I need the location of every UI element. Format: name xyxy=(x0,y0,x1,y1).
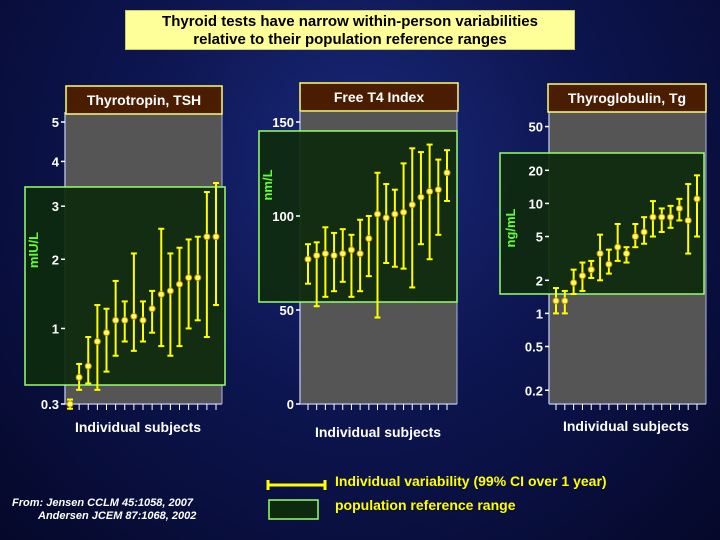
y-tick-label: 0.2 xyxy=(525,383,543,398)
mean-point xyxy=(417,193,425,201)
mean-point xyxy=(640,228,648,236)
mean-point xyxy=(347,246,355,254)
mean-point xyxy=(570,279,578,287)
reference-range-box xyxy=(24,186,226,386)
mean-point xyxy=(605,260,613,268)
mean-point xyxy=(103,329,110,337)
mean-point xyxy=(121,316,129,324)
mean-point xyxy=(75,373,83,381)
mean-point xyxy=(321,250,329,258)
legend-reference-label: population reference range xyxy=(335,497,516,513)
mean-point xyxy=(649,213,657,221)
mean-point xyxy=(658,213,666,221)
mean-point xyxy=(330,251,338,259)
mean-point xyxy=(139,316,147,324)
y-axis-label: mIU/L xyxy=(26,232,41,268)
chart-panel-2 xyxy=(258,82,459,410)
y-tick-label: 20 xyxy=(529,163,543,178)
mean-point xyxy=(112,316,120,324)
y-tick-label: 3 xyxy=(52,199,59,214)
reference-range-box xyxy=(258,130,458,303)
mean-point xyxy=(203,233,211,241)
y-tick-label: 4 xyxy=(52,154,60,169)
mean-point xyxy=(684,216,692,224)
mean-point xyxy=(614,243,622,251)
mean-point xyxy=(561,297,569,305)
y-tick-label: 10 xyxy=(529,196,543,211)
title-line-1: Thyroid tests have narrow within-person … xyxy=(162,13,538,30)
mean-point xyxy=(185,274,193,282)
y-tick-label: 5 xyxy=(536,230,543,245)
mean-point xyxy=(157,290,165,298)
panel-title: Thyrotropin, TSH xyxy=(87,92,201,108)
source-line-2: Andersen JCEM 87:1068, 2002 xyxy=(38,510,197,522)
chart-panel-3 xyxy=(499,83,707,410)
y-tick-label: 5 xyxy=(52,115,59,130)
x-axis-label: Individual subjects xyxy=(315,424,441,440)
legend-variability-label: Individual variability (99% CI over 1 ye… xyxy=(335,473,607,489)
mean-point xyxy=(194,274,202,282)
y-tick-label: 0 xyxy=(287,397,294,412)
mean-point xyxy=(578,272,586,280)
x-axis-label: Individual subjects xyxy=(563,418,689,434)
mean-point xyxy=(148,305,156,313)
mean-point xyxy=(66,400,74,408)
mean-point xyxy=(382,214,390,222)
mean-point xyxy=(374,210,381,218)
panel-title: Free T4 Index xyxy=(334,89,424,105)
mean-point xyxy=(212,233,220,241)
mean-point xyxy=(166,287,174,295)
mean-point xyxy=(434,186,442,194)
y-tick-label: 50 xyxy=(280,303,294,318)
mean-point xyxy=(339,250,347,258)
mean-point xyxy=(304,255,312,263)
mean-point xyxy=(313,251,321,259)
source-line-1: From: Jensen CCLM 45:1058, 2007 xyxy=(12,497,193,509)
chart-panel-1 xyxy=(24,85,226,410)
title-line-2: relative to their population reference r… xyxy=(193,31,507,48)
mean-point xyxy=(408,201,416,209)
y-tick-label: 100 xyxy=(272,209,294,224)
panel-title: Thyroglobulin, Tg xyxy=(568,90,686,106)
mean-point xyxy=(552,297,560,305)
y-tick-label: 1 xyxy=(52,321,59,336)
mean-point xyxy=(623,250,630,258)
legend xyxy=(266,480,327,520)
mean-point xyxy=(667,213,675,221)
mean-point xyxy=(426,188,434,196)
x-axis-label: Individual subjects xyxy=(75,419,201,435)
mean-point xyxy=(93,337,101,345)
panel-header-box xyxy=(65,85,223,115)
mean-point xyxy=(596,250,604,258)
y-tick-label: 50 xyxy=(529,120,543,135)
y-tick-label: 150 xyxy=(272,115,294,130)
mean-point xyxy=(631,233,639,241)
y-tick-label: 2 xyxy=(52,252,59,267)
legend-reference-swatch xyxy=(268,499,319,520)
y-tick-label: 1 xyxy=(536,306,543,321)
mean-point xyxy=(356,250,364,258)
mean-point xyxy=(675,204,683,212)
panel-header-box xyxy=(547,83,707,113)
mean-point xyxy=(130,312,138,320)
mean-point xyxy=(365,235,373,243)
y-tick-label: 2 xyxy=(536,273,543,288)
mean-point xyxy=(84,362,92,370)
y-axis-label: nm/L xyxy=(260,169,275,200)
mean-point xyxy=(176,280,183,288)
y-axis-label: ng/mL xyxy=(503,208,518,247)
slide-title: Thyroid tests have narrow within-person … xyxy=(125,10,575,50)
mean-point xyxy=(443,169,451,177)
y-tick-label: 0.5 xyxy=(525,339,543,354)
mean-point xyxy=(391,210,399,218)
panel-header-box xyxy=(299,82,459,112)
mean-point xyxy=(693,195,701,203)
y-tick-label: 0.3 xyxy=(41,397,59,412)
mean-point xyxy=(587,266,595,274)
mean-point xyxy=(400,208,408,216)
